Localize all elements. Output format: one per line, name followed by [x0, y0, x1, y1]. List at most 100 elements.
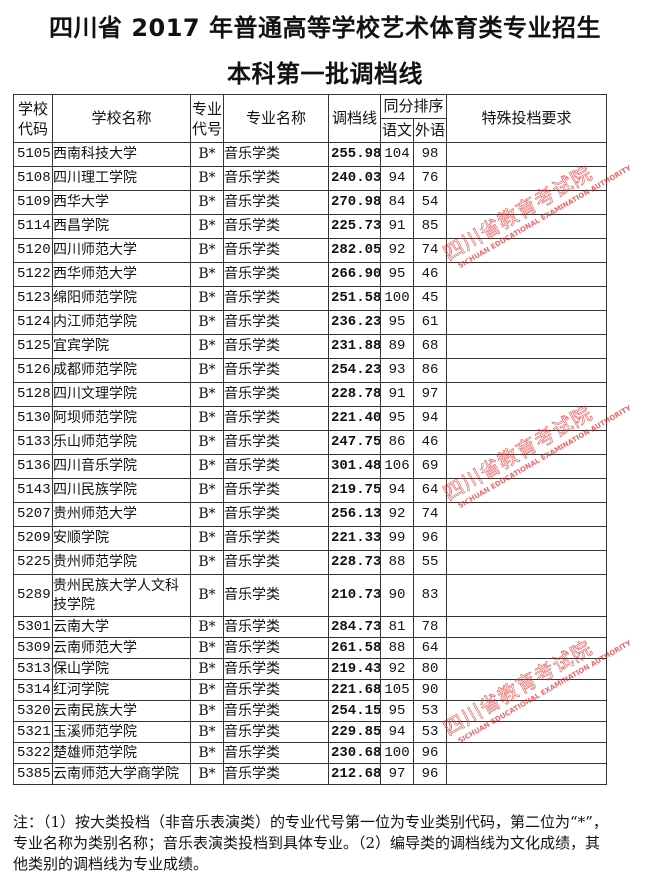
cell-chinese: 104: [380, 142, 414, 167]
cell-code: 5313: [13, 658, 53, 680]
cell-major: 音乐学类: [223, 334, 329, 359]
cell-name: 云南民族大学: [52, 700, 191, 722]
cutoff-table: 学校代码 学校名称 专业代号 专业名称 调档线 同分排序 特殊投档要求 语文 外…: [13, 94, 608, 785]
cell-major-code: B*: [190, 679, 224, 701]
cell-score: 251.58: [328, 286, 381, 311]
cell-score: 231.88: [328, 334, 381, 359]
cell-major: 音乐学类: [223, 616, 329, 638]
cell-code: 5126: [13, 358, 53, 383]
cell-major-code: B*: [190, 550, 224, 575]
cell-name: 四川理工学院: [52, 166, 191, 191]
cell-foreign: 96: [412, 526, 448, 551]
cell-code: 5289: [13, 574, 53, 617]
cell-score: 270.98: [328, 190, 381, 215]
cell-major: 音乐学类: [223, 526, 329, 551]
cell-chinese: 95: [380, 310, 414, 335]
cell-major-code: B*: [190, 430, 224, 455]
cell-foreign: 55: [412, 550, 448, 575]
cell-major: 音乐学类: [223, 406, 329, 431]
cell-foreign: 96: [412, 763, 448, 785]
cell-foreign: 76: [412, 166, 448, 191]
cell-chinese: 100: [380, 286, 414, 311]
cell-major: 音乐学类: [223, 721, 329, 743]
cell-score: 266.90: [328, 262, 381, 287]
cell-chinese: 97: [380, 763, 414, 785]
cell-major: 音乐学类: [223, 658, 329, 680]
cell-code: 5130: [13, 406, 53, 431]
cell-chinese: 88: [380, 550, 414, 575]
cell-major: 音乐学类: [223, 478, 329, 503]
cell-score: 301.48: [328, 454, 381, 479]
cell-special: [446, 502, 608, 527]
cell-code: 5123: [13, 286, 53, 311]
cell-score: 210.73: [328, 574, 381, 617]
cell-foreign: 68: [412, 334, 448, 359]
header-school-name: 学校名称: [52, 94, 191, 143]
cell-special: [446, 286, 608, 311]
cell-foreign: 74: [412, 502, 448, 527]
header-major-name: 专业名称: [223, 94, 329, 143]
page-subtitle: 本科第一批调档线: [227, 60, 423, 88]
table-row: 5109 西华大学 B* 音乐学类 270.98 84 54: [13, 190, 608, 215]
cell-code: 5207: [13, 502, 53, 527]
cell-chinese: 92: [380, 238, 414, 263]
cell-score: 255.98: [328, 142, 381, 167]
table-row: 5130 阿坝师范学院 B* 音乐学类 221.40 95 94: [13, 406, 608, 431]
cell-name: 绵阳师范学院: [52, 286, 191, 311]
cell-chinese: 84: [380, 190, 414, 215]
cell-code: 5125: [13, 334, 53, 359]
cell-score: 240.03: [328, 166, 381, 191]
cell-major: 音乐学类: [223, 358, 329, 383]
cell-special: [446, 658, 608, 680]
cell-name: 玉溪师范学院: [52, 721, 191, 743]
cell-name: 楚雄师范学院: [52, 742, 191, 764]
cell-foreign: 64: [412, 637, 448, 659]
header-chinese: 语文: [380, 118, 414, 143]
cell-name: 云南师范大学: [52, 637, 191, 659]
cell-score: 219.75: [328, 478, 381, 503]
cell-name: 乐山师范学院: [52, 430, 191, 455]
table-row: 5314 红河学院 B* 音乐学类 221.68 105 90: [13, 679, 608, 701]
footnote: 注：（1）按大类投档（非音乐表演类）的专业代号第一位为专业类别代码，第二位为“*…: [13, 813, 608, 873]
cell-chinese: 105: [380, 679, 414, 701]
table-row: 5125 宜宾学院 B* 音乐学类 231.88 89 68: [13, 334, 608, 359]
table-row: 5320 云南民族大学 B* 音乐学类 254.15 95 53: [13, 700, 608, 722]
table-row: 5122 西华师范大学 B* 音乐学类 266.90 95 46: [13, 262, 608, 287]
cell-special: [446, 454, 608, 479]
header-school-code: 学校代码: [13, 94, 53, 143]
cell-score: 254.23: [328, 358, 381, 383]
cell-foreign: 61: [412, 310, 448, 335]
cell-chinese: 88: [380, 637, 414, 659]
cell-score: 225.73: [328, 214, 381, 239]
cell-name: 西华师范大学: [52, 262, 191, 287]
cell-foreign: 78: [412, 616, 448, 638]
cell-score: 282.05: [328, 238, 381, 263]
cell-major-code: B*: [190, 142, 224, 167]
cell-code: 5321: [13, 721, 53, 743]
cell-chinese: 81: [380, 616, 414, 638]
cell-code: 5136: [13, 454, 53, 479]
cell-name: 四川师范大学: [52, 238, 191, 263]
cell-name: 贵州民族大学人文科技学院: [52, 574, 191, 617]
cell-chinese: 93: [380, 358, 414, 383]
cell-major: 音乐学类: [223, 454, 329, 479]
cell-major: 音乐学类: [223, 763, 329, 785]
table-row: 5133 乐山师范学院 B* 音乐学类 247.75 86 46: [13, 430, 608, 455]
header-special: 特殊投档要求: [446, 94, 608, 143]
cell-name: 内江师范学院: [52, 310, 191, 335]
cell-chinese: 106: [380, 454, 414, 479]
cell-special: [446, 142, 608, 167]
page-title: 四川省 2017 年普通高等学校艺术体育类专业招生: [48, 14, 601, 42]
cell-score: 229.85: [328, 721, 381, 743]
cell-name: 阿坝师范学院: [52, 406, 191, 431]
cell-major-code: B*: [190, 334, 224, 359]
table-row: 5301 云南大学 B* 音乐学类 284.73 81 78: [13, 616, 608, 638]
cell-code: 5105: [13, 142, 53, 167]
header-tie-order: 同分排序: [379, 94, 448, 119]
cell-major-code: B*: [190, 616, 224, 638]
cell-chinese: 95: [380, 700, 414, 722]
cell-major: 音乐学类: [223, 574, 329, 617]
table-row: 5289 贵州民族大学人文科技学院 B* 音乐学类 210.73 90 83: [13, 574, 608, 617]
cell-score: 212.68: [328, 763, 381, 785]
cell-foreign: 96: [412, 742, 448, 764]
